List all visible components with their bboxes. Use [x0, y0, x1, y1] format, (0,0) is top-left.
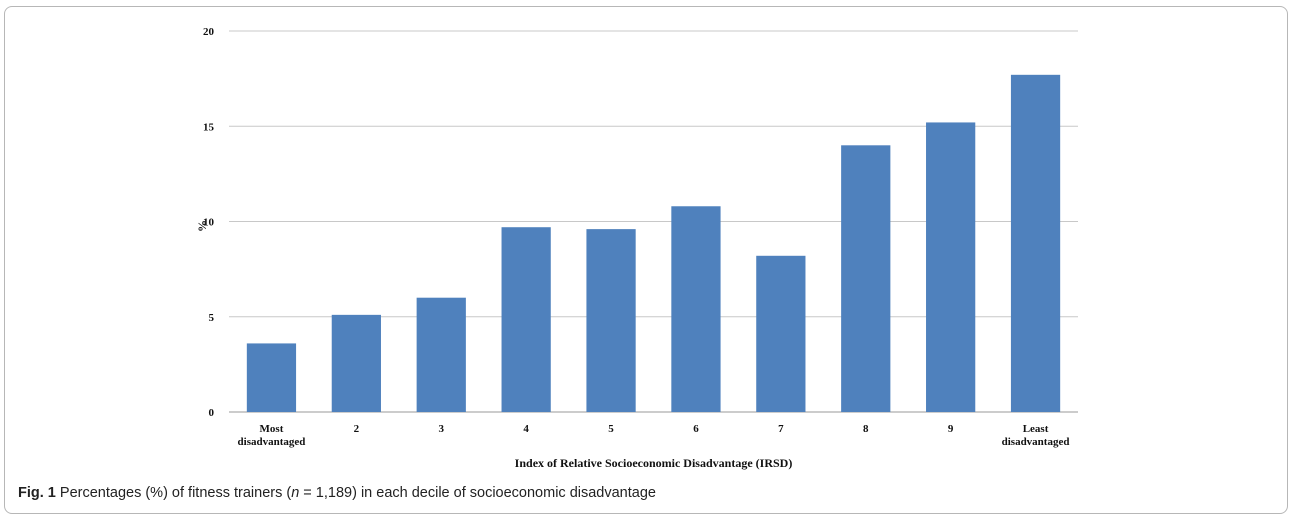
- bar-10: [1010, 74, 1061, 412]
- x-tick-label: 7: [778, 423, 784, 435]
- y-tick-label: 10: [203, 217, 215, 229]
- y-axis-title: %: [195, 220, 209, 232]
- bar-5: [586, 229, 636, 412]
- bar-8: [841, 145, 891, 413]
- figure-caption: Fig. 1 Percentages (%) of fitness traine…: [18, 485, 1278, 501]
- y-tick-labels: 0 5 10 15 20: [203, 26, 215, 419]
- x-tick-label: 8: [863, 423, 869, 435]
- x-tick-label: 5: [608, 423, 614, 435]
- x-tick-label: 6: [693, 423, 699, 435]
- x-tick-label: 2: [354, 423, 360, 435]
- y-tick-label: 15: [203, 121, 215, 133]
- x-tick-label: 3: [439, 423, 445, 435]
- x-tick-label: 4: [523, 423, 529, 435]
- bar-9: [926, 122, 976, 412]
- bar-chart: 0 5 10 15 20 Most disadvantaged 2 3 4 5 6 7 8 9 Least d…: [195, 26, 1078, 470]
- x-axis-title: Index of Relative Socioeconomic Disadvan…: [515, 456, 793, 470]
- caption-label: Fig. 1: [18, 485, 56, 501]
- y-tick-label: 0: [209, 407, 215, 419]
- caption-n-symbol: n: [291, 485, 300, 501]
- y-tick-label: 20: [203, 26, 215, 38]
- bars: [246, 74, 1061, 413]
- bar-1: [246, 343, 297, 412]
- x-tick-labels: Most disadvantaged 2 3 4 5 6 7 8 9 Least disadvanta…: [238, 423, 1070, 448]
- bar-3: [416, 297, 466, 412]
- x-tick-label: 9: [948, 423, 954, 435]
- bar-2: [331, 314, 381, 412]
- caption-text-after: = 1,189) in each decile of socioeconomic…: [299, 485, 656, 501]
- y-tick-label: 5: [209, 312, 215, 324]
- figure-frame: [4, 6, 1288, 514]
- x-tick-label: Least disadvantaged: [1002, 423, 1070, 448]
- bar-4: [501, 227, 551, 412]
- bar-6: [671, 206, 721, 412]
- x-tick-label: Most disadvantaged: [238, 423, 306, 448]
- caption-text-before: Percentages (%) of fitness trainers (: [55, 485, 292, 501]
- bar-7: [756, 255, 806, 412]
